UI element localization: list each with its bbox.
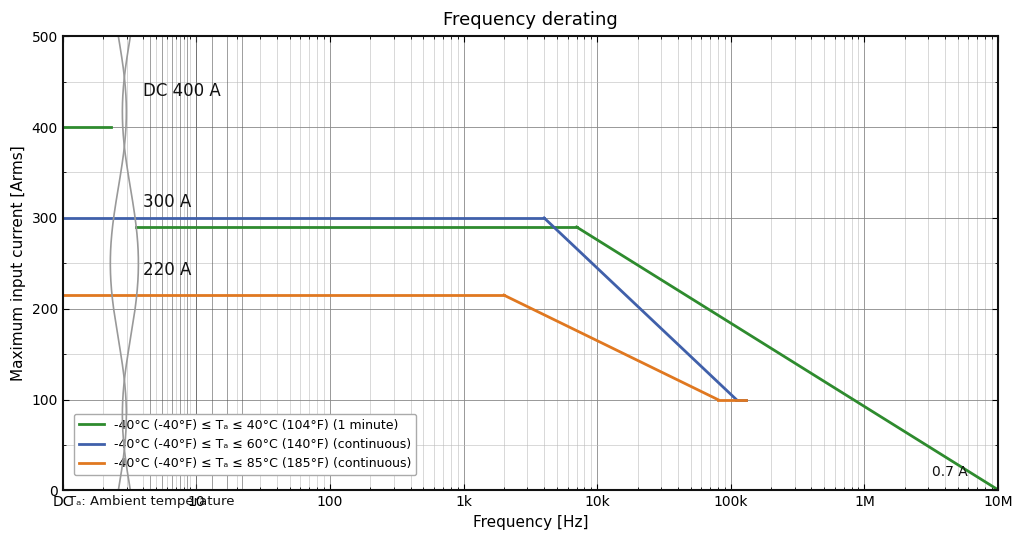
Text: 0.7 A: 0.7 A: [932, 465, 968, 479]
X-axis label: Frequency [Hz]: Frequency [Hz]: [473, 515, 588, 530]
Text: Tₐ: Ambient temperature: Tₐ: Ambient temperature: [68, 495, 234, 508]
Text: 300 A: 300 A: [143, 193, 191, 210]
Y-axis label: Maximum input current [Arms]: Maximum input current [Arms]: [11, 146, 26, 381]
Title: Frequency derating: Frequency derating: [443, 11, 617, 29]
Legend: -40°C (-40°F) ≤ Tₐ ≤ 40°C (104°F) (1 minute), -40°C (-40°F) ≤ Tₐ ≤ 60°C (140°F) : -40°C (-40°F) ≤ Tₐ ≤ 40°C (104°F) (1 min…: [74, 414, 416, 475]
Text: 220 A: 220 A: [143, 261, 191, 279]
Text: DC 400 A: DC 400 A: [143, 82, 221, 100]
